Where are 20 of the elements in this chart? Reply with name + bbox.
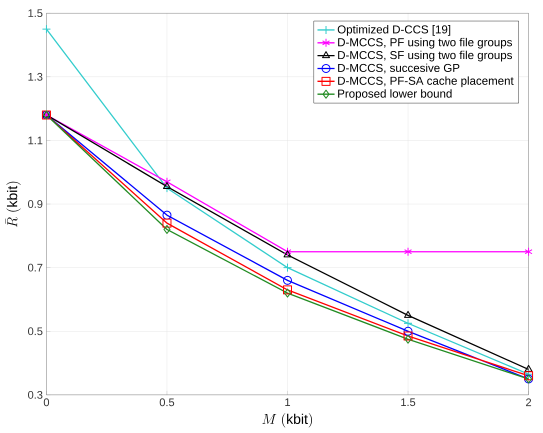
y-tick-label: 0.9 [28, 200, 42, 208]
legend-label: D-MCCS, PF using two file groups [338, 38, 512, 49]
y-tick-label: 0.7 [28, 264, 42, 272]
x-tick-label: 1.5 [401, 398, 416, 406]
y-tick-label: 1.1 [28, 136, 42, 144]
x-tick-label: 0 [44, 398, 50, 406]
y-tick-label: 0.3 [28, 391, 42, 399]
legend-label: D-MCCS, succesive GP [338, 64, 460, 74]
legend-label: D-MCCS, SF using two file groups [338, 50, 512, 62]
legend-label: Optimized D-CCS [19] [338, 25, 450, 36]
y-tick-label: 1.5 [28, 9, 42, 18]
legend-label: Proposed lower bound [338, 89, 452, 100]
y-tick-label: 0.5 [28, 327, 42, 336]
y-axis-title: $\bar{R}\ (\mathrm{kbit})$ [5, 182, 21, 228]
x-tick-label: 0.5 [160, 398, 174, 406]
x-tick-label: 2 [526, 398, 532, 406]
legend-label: D-MCCS, PF-SA cache placement [338, 76, 514, 88]
x-tick-label: 1 [285, 398, 290, 406]
x-axis-title: $M\ (\mathrm{kbit})$ [262, 413, 312, 428]
y-tick-label: 1.3 [28, 73, 42, 81]
